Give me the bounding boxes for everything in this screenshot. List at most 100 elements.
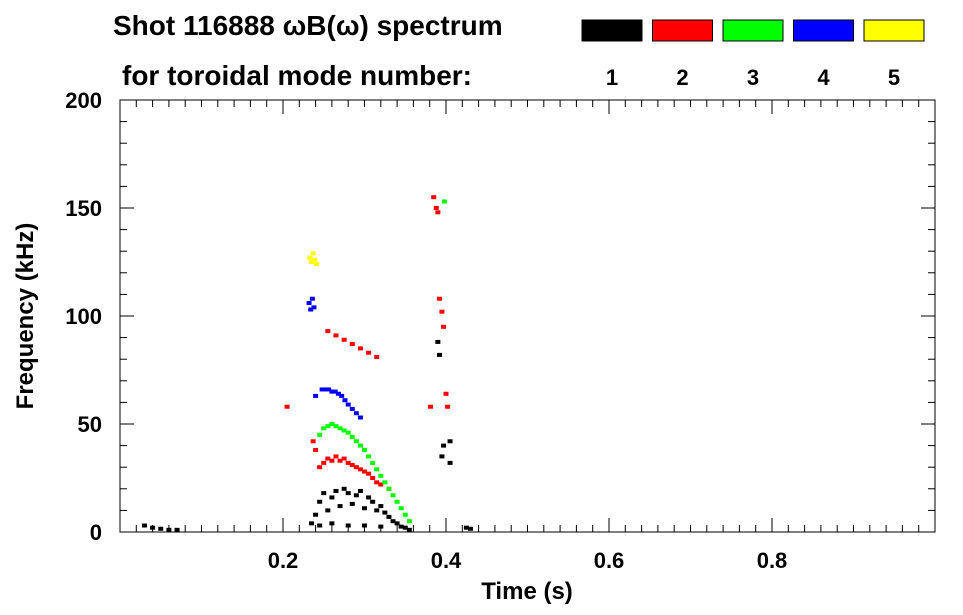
point-mode-1 [441,443,447,448]
point-mode-1 [390,519,396,524]
point-mode-2 [370,476,376,480]
legend-label-1: 1 [606,65,618,90]
point-mode-2 [325,329,331,334]
point-mode-2 [378,482,384,487]
point-mode-1 [362,523,367,528]
point-mode-2 [443,391,449,396]
y-tick-label: 50 [78,412,102,437]
point-mode-3 [406,519,412,524]
point-mode-3 [390,493,396,498]
point-mode-3 [378,473,384,478]
legend: 1 2 3 4 5 [581,19,925,90]
point-mode-5 [312,257,318,262]
point-mode-1 [158,526,164,531]
point-mode-2 [349,463,355,468]
point-mode-1 [436,352,442,357]
point-mode-1 [402,525,408,530]
x-tick-label: 0.4 [431,548,462,573]
point-mode-1 [313,512,319,517]
point-mode-1 [345,523,351,528]
point-mode-1 [141,523,147,528]
point-mode-4 [308,307,314,312]
point-mode-3 [441,199,447,204]
point-mode-1 [370,499,376,504]
point-mode-1 [317,523,323,528]
point-mode-2 [431,195,437,200]
point-mode-2 [317,465,323,470]
point-mode-3 [321,426,327,431]
point-mode-3 [357,443,363,448]
x-tick-label: 0.6 [594,548,625,573]
point-mode-4 [322,387,328,392]
legend-label-2: 2 [676,65,688,90]
point-mode-1 [150,525,156,530]
point-mode-2 [341,456,347,461]
point-mode-2 [357,467,363,472]
point-mode-2 [445,404,451,409]
point-mode-3 [349,434,355,439]
point-mode-4 [326,387,332,392]
point-mode-3 [386,486,392,491]
point-mode-2 [345,460,351,465]
legend-swatch-5 [863,19,925,42]
point-mode-3 [317,432,323,437]
point-mode-3 [382,480,388,485]
plot-frame [119,99,936,533]
point-mode-1 [366,495,372,500]
y-tick-label: 150 [65,196,102,221]
point-mode-4 [313,393,319,398]
point-mode-1 [398,524,404,529]
point-mode-2 [325,456,331,461]
point-mode-3 [370,460,376,465]
point-mode-1 [174,527,180,532]
point-mode-2 [333,333,339,338]
point-mode-5 [310,251,316,256]
point-mode-4 [311,305,317,310]
chart-title: Shot 116888 ωB(ω) spectrum [113,10,503,41]
point-mode-2 [433,206,439,210]
point-mode-1 [362,506,367,511]
point-mode-1 [166,527,172,532]
point-mode-2 [329,458,335,463]
point-mode-1 [394,521,400,526]
point-mode-3 [325,424,331,429]
point-mode-3 [362,447,367,452]
point-mode-2 [439,309,445,314]
point-mode-3 [341,428,347,433]
point-mode-4 [357,415,363,420]
point-mode-4 [339,393,345,398]
y-axis-label: Frequency (kHz) [12,223,39,410]
legend-swatch-2 [652,19,713,42]
point-mode-2 [441,324,447,329]
axis-ticks [119,99,936,533]
point-mode-2 [428,404,434,409]
point-mode-2 [310,439,316,444]
point-mode-1 [435,339,441,344]
point-mode-3 [398,506,404,511]
point-mode-4 [332,389,338,394]
point-mode-1 [382,510,388,515]
point-mode-2 [374,480,380,485]
point-mode-4 [329,389,335,394]
point-mode-1 [439,454,445,459]
point-mode-2 [362,469,367,474]
chart-subtitle: for toroidal mode number: [122,60,472,91]
point-mode-1 [309,521,315,526]
point-mode-2 [366,471,372,476]
legend-label-5: 5 [888,65,900,90]
point-mode-1 [378,524,384,529]
legend-swatch-4 [793,19,854,42]
point-mode-1 [317,499,323,504]
point-mode-2 [353,465,359,470]
y-tick-label: 100 [65,304,102,329]
y-tick-label: 0 [90,520,102,545]
point-mode-4 [309,296,315,301]
point-mode-2 [313,447,319,452]
point-mode-3 [329,422,335,426]
point-mode-3 [333,424,339,429]
point-mode-1 [341,486,347,491]
point-mode-4 [353,411,359,416]
point-mode-1 [325,508,331,513]
point-mode-4 [342,398,348,403]
